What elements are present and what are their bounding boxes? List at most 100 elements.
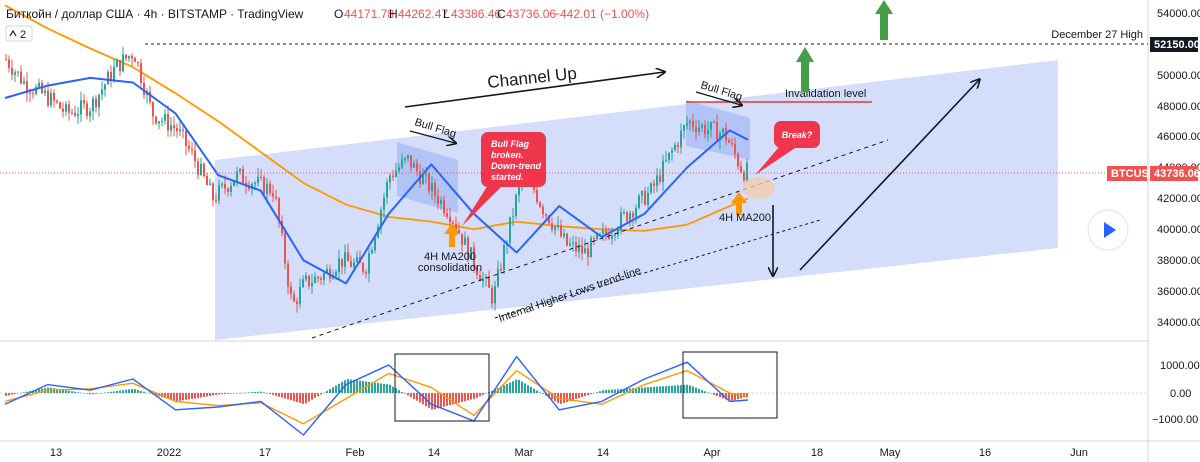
candle-body bbox=[413, 163, 415, 168]
macd-histogram-bar bbox=[113, 391, 115, 393]
macd-histogram-bar bbox=[701, 390, 703, 393]
macd-histogram-bar bbox=[191, 393, 193, 399]
macd-histogram-bar bbox=[326, 390, 328, 393]
macd-histogram-bar bbox=[704, 391, 706, 393]
macd-histogram-bar bbox=[533, 388, 535, 393]
macd-histogram-bar bbox=[713, 393, 715, 395]
candle-body bbox=[287, 263, 289, 287]
macd-histogram-bar bbox=[350, 379, 352, 393]
macd-histogram-bar bbox=[455, 393, 457, 404]
candle-body bbox=[455, 223, 457, 231]
candle-body bbox=[83, 100, 85, 104]
candle-body bbox=[548, 215, 550, 224]
macd-histogram-bar bbox=[509, 382, 511, 393]
macd-histogram-bar bbox=[413, 393, 415, 399]
candle-body bbox=[35, 86, 37, 94]
macd-histogram-bar bbox=[83, 393, 85, 394]
macd-histogram-bar bbox=[689, 385, 691, 393]
candle-body bbox=[128, 56, 130, 59]
bull-flag-broken-callout: Bull Flag broken. Down-trend started. bbox=[462, 132, 546, 226]
candle-body bbox=[632, 213, 634, 218]
macd-tick-0: 0.00 bbox=[1170, 388, 1191, 400]
candle-body bbox=[389, 175, 391, 183]
macd-histogram-bar bbox=[11, 393, 13, 395]
macd-histogram-bar bbox=[194, 393, 196, 399]
macd-histogram-bar bbox=[461, 393, 463, 402]
play-button[interactable] bbox=[1087, 209, 1129, 251]
macd-histogram-bar bbox=[155, 393, 157, 396]
macd-histogram-bar bbox=[26, 391, 28, 393]
candle-body bbox=[227, 188, 229, 192]
dec27-high-label: December 27 High bbox=[1051, 29, 1143, 41]
macd-histogram-bar bbox=[383, 383, 385, 393]
candle-body bbox=[197, 161, 199, 175]
dec27-price-value: 52150.00 bbox=[1154, 39, 1200, 51]
macd-histogram-bar bbox=[89, 393, 91, 395]
candle-body bbox=[647, 192, 649, 205]
candle-body bbox=[623, 212, 625, 213]
macd-histogram-bar bbox=[356, 380, 358, 393]
candle-body bbox=[611, 235, 613, 239]
macd-histogram-bar bbox=[353, 379, 355, 393]
time-axis: 13 2022 17 Feb 14 Mar 14 Apr 18 May 16 J… bbox=[50, 447, 1088, 459]
macd-histogram-bar bbox=[503, 385, 505, 393]
macd-histogram-bar bbox=[386, 384, 388, 393]
macd-histogram-bar bbox=[596, 392, 598, 393]
dec27-price-tag: 52150.00 bbox=[1150, 37, 1200, 52]
macd-histogram-bar bbox=[527, 385, 529, 393]
indicators-toggle[interactable]: 2 bbox=[5, 25, 33, 42]
candle-body bbox=[626, 212, 628, 221]
macd-histogram-bar bbox=[212, 393, 214, 396]
candle-body bbox=[713, 122, 715, 123]
candle-body bbox=[11, 67, 13, 75]
green-up-arrow-2 bbox=[875, 0, 893, 40]
open-value: 44171.78 bbox=[344, 7, 394, 21]
macd-histogram-bar bbox=[659, 386, 661, 393]
candle-body bbox=[587, 248, 589, 258]
callout-line-2: broken. bbox=[491, 150, 524, 160]
macd-histogram-bar bbox=[197, 393, 199, 398]
macd-histogram-bar bbox=[131, 389, 133, 393]
macd-histogram-bar bbox=[647, 387, 649, 393]
candle-body bbox=[545, 214, 547, 216]
macd-histogram-bar bbox=[248, 392, 250, 393]
candle-body bbox=[692, 120, 694, 128]
callout-line-1: Bull Flag bbox=[491, 139, 530, 149]
macd-histogram-bar bbox=[95, 393, 97, 394]
macd-histogram-bar bbox=[335, 385, 337, 393]
macd-histogram-bar bbox=[8, 393, 10, 396]
candle-body bbox=[296, 301, 298, 305]
macd-histogram-bar bbox=[203, 393, 205, 397]
candle-body bbox=[365, 271, 367, 274]
macd-histogram-bar bbox=[281, 393, 283, 398]
macd-histogram-bar bbox=[62, 389, 64, 393]
price-tick-34000: 34000.00 bbox=[1157, 317, 1200, 329]
macd-histogram-bar bbox=[137, 390, 139, 393]
macd-histogram-bar bbox=[185, 393, 187, 400]
macd-histogram-bar bbox=[443, 393, 445, 407]
candle-body bbox=[593, 238, 595, 240]
bull-flag-arrow-1 bbox=[409, 130, 455, 143]
candle-body bbox=[254, 182, 256, 185]
symbol-tag-label: BTCUSD bbox=[1111, 168, 1157, 180]
candle-body bbox=[617, 229, 619, 235]
macd-histogram-bar bbox=[743, 393, 745, 398]
time-tick-mar: Mar bbox=[515, 447, 534, 459]
candle-body bbox=[203, 163, 205, 176]
symbol-price-tag: BTCUSD 43736.06 bbox=[1107, 166, 1200, 181]
time-tick-may: May bbox=[880, 447, 901, 459]
candle-body bbox=[605, 230, 607, 235]
candle-body bbox=[137, 62, 139, 64]
macd-histogram-bar bbox=[566, 393, 568, 402]
candle-body bbox=[686, 123, 688, 126]
candle-body bbox=[698, 127, 700, 132]
candle-body bbox=[170, 125, 172, 131]
candle-body bbox=[722, 128, 724, 133]
macd-histogram-bar bbox=[398, 390, 400, 393]
candle-body bbox=[176, 128, 178, 132]
candle-body bbox=[395, 170, 397, 177]
macd-histogram-bar bbox=[590, 393, 592, 395]
macd-histogram-bar bbox=[602, 390, 604, 393]
candle-body bbox=[26, 81, 28, 93]
macd-histogram-bar bbox=[38, 389, 40, 393]
